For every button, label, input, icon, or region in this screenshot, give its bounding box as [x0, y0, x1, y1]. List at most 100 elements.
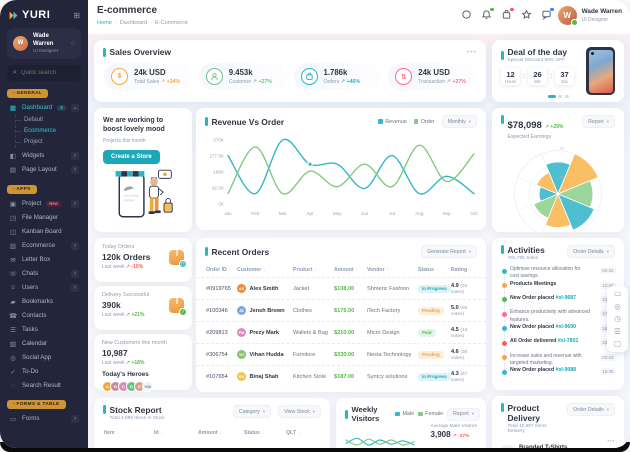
sidebar-item-file-manager[interactable]: ◳ File Manager	[7, 211, 81, 225]
report-select[interactable]: Report ▾	[447, 407, 480, 421]
chevron-right-icon[interactable]: ›	[71, 151, 79, 160]
order-details-select[interactable]: Order Details ▾	[567, 245, 615, 258]
menu-grid-icon[interactable]: ⊞	[73, 10, 80, 20]
carousel-dot[interactable]	[547, 95, 556, 98]
sidebar-item-tasks[interactable]: ☰ Tasks	[7, 323, 81, 337]
sidebar-item-users[interactable]: ☺ Users ›	[7, 281, 81, 295]
sidebar-item-default[interactable]: Default	[16, 115, 81, 126]
activity-item[interactable]: Enhance productivity with advanced featu…	[502, 309, 616, 327]
sidebar-item-forms[interactable]: ▭ Forms ›	[7, 412, 81, 426]
table-row[interactable]: #306754 VH Vihan Hudda Furniture $330.00 …	[196, 343, 486, 365]
chevron-right-icon[interactable]: ›	[71, 414, 79, 423]
sidebar-item-todo[interactable]: ✓ To-Do	[7, 365, 81, 379]
order-link[interactable]: #xl-9687	[555, 294, 577, 301]
col-order-id[interactable]: Order ID ↕	[206, 266, 232, 273]
sidebar-item-ecommerce-dash[interactable]: Ecommerce	[16, 126, 81, 137]
sidebar-item-project[interactable]: ▣ Project New ›	[7, 197, 81, 211]
stat-label: Customer	[228, 78, 252, 85]
sidebar-item-chats[interactable]: ☏ Chats ›	[7, 267, 81, 281]
activity-item[interactable]: Optimize resource allocation for cost sa…	[502, 266, 616, 283]
category-select[interactable]: Category ▾	[232, 405, 272, 418]
carousel-dot[interactable]	[564, 95, 569, 98]
order-link[interactable]: #xl-9690	[555, 323, 577, 330]
activity-item[interactable]: New Order placed #xl-9088 15:35	[502, 367, 616, 381]
col-item[interactable]: Item ↕	[104, 429, 119, 436]
view-stock-select[interactable]: View Stock ▾	[278, 405, 321, 418]
carousel-dot[interactable]	[558, 95, 562, 98]
col-id[interactable]: Id ↕	[154, 429, 163, 436]
sidebar-item-contacts[interactable]: ☎ Contacts	[7, 309, 81, 323]
activity-item[interactable]: Products Meetings 12:34	[502, 281, 616, 299]
sidebar-item-ecommerce[interactable]: ▥ Ecommerce ›	[7, 239, 81, 253]
revenue-vs-order-card: Revenue Vs Order Revenue Order Monthly ▾ …	[196, 108, 486, 230]
sidebar-item-dashboard[interactable]: ▦ Dashboard 3 ⌄	[7, 101, 81, 115]
order-link[interactable]: #xl-9088	[555, 367, 577, 374]
chevron-right-icon[interactable]: ›	[71, 283, 79, 292]
col-customer[interactable]: Customer ↕	[237, 266, 266, 273]
package-icon: ✓	[169, 298, 187, 316]
activity-item[interactable]: New Order placed #xl-9690 18:40	[502, 323, 616, 342]
status-badge: Pending	[418, 306, 444, 315]
weekly-visitors-title: Weekly Visitors	[351, 405, 380, 423]
orders-bag-icon	[305, 72, 313, 80]
sidebar-profile[interactable]: W Wade Warren UI Designer ○	[7, 28, 81, 59]
chevron-right-icon[interactable]: ›	[71, 199, 79, 208]
col-product[interactable]: Product ↕	[293, 266, 317, 273]
header-user-menu[interactable]: W Wade Warren UI Designer	[557, 6, 622, 26]
create-store-button[interactable]: Create a Store	[103, 149, 160, 164]
sidebar-item-page-layout[interactable]: ▤ Page Layout ›	[7, 163, 81, 177]
chat-icon[interactable]	[541, 6, 555, 20]
col-vendor[interactable]: Vendor ↕	[367, 266, 389, 273]
more-menu-icon[interactable]: •••	[607, 439, 615, 445]
sidebar-item-widgets[interactable]: ◧ Widgets ›	[7, 149, 81, 163]
sidebar-item-social-app[interactable]: ◎ Social App	[7, 351, 81, 365]
chevron-right-icon[interactable]: ›	[71, 165, 79, 174]
breadcrumb-home[interactable]: Home	[97, 20, 112, 26]
eye-icon[interactable]: ◎	[614, 301, 621, 311]
stat-delta: ↗ +27%	[252, 78, 272, 85]
quick-search[interactable]: ⌕	[7, 64, 81, 81]
col-rating[interactable]: Rating ↕	[451, 266, 472, 273]
search-input[interactable]	[20, 69, 75, 76]
report-select[interactable]: Report ▾	[582, 115, 615, 128]
col-amount[interactable]: Amount ↕	[198, 429, 222, 436]
order-link[interactable]: #xl-7801	[557, 338, 579, 345]
col-qlt[interactable]: QLT ↕	[286, 429, 301, 436]
sidebar-item-calendar[interactable]: ▧ Calendar	[7, 337, 81, 351]
sidebar-item-bookmarks[interactable]: ▰ Bookmarks	[7, 295, 81, 309]
bell-icon[interactable]	[481, 6, 495, 20]
delivery-item[interactable]: Branded T-Shirts To : Jaission Rata ••• …	[492, 435, 624, 448]
shopping-bag-icon[interactable]	[501, 6, 515, 20]
activity-item[interactable]: New Order placed #xl-9687 13:58	[502, 294, 616, 313]
sidebar-item-project-dash[interactable]: Project	[16, 137, 81, 148]
sliders-icon[interactable]: ☰	[614, 326, 621, 336]
more-heroes-badge[interactable]: +88	[142, 380, 153, 392]
generate-report-select[interactable]: Generate Report ▾	[421, 245, 477, 258]
chevron-right-icon[interactable]: ›	[71, 269, 79, 278]
activity-item[interactable]: Increase sales and revenue with targeted…	[502, 353, 616, 370]
col-amount[interactable]: Amount ↕	[334, 266, 358, 273]
sidebar-item-kanban-board[interactable]: ◫ Kanban Board	[7, 225, 81, 239]
more-menu-icon[interactable]: •••	[466, 48, 477, 56]
box-icon[interactable]: ▢	[613, 339, 622, 348]
table-row[interactable]: #209813 PM Prezy Mark Wallets & Bag $210.…	[196, 321, 486, 343]
monitor-icon[interactable]: ▭	[613, 289, 622, 298]
table-row[interactable]: #107654 BS Binaj Shah Kitchen Stole $187.…	[196, 365, 486, 387]
activity-item[interactable]: All Order delivered #xl-7801 23:05	[502, 338, 616, 357]
moon-icon[interactable]	[461, 9, 472, 20]
order-details-select[interactable]: Order Details ▾	[567, 403, 615, 416]
monthly-select[interactable]: Monthly ▾	[441, 115, 477, 128]
chevron-down-icon[interactable]: ⌄	[71, 103, 79, 112]
profile-action-icon[interactable]: ○	[70, 39, 75, 47]
sidebar-item-letter-box[interactable]: ✉ Letter Box	[7, 253, 81, 267]
sidebar-item-search-result[interactable]: ◌ Search Result	[7, 379, 81, 392]
breadcrumb-section[interactable]: Dashboard	[119, 20, 148, 26]
star-icon[interactable]	[521, 9, 532, 20]
chevron-right-icon[interactable]: ›	[71, 241, 79, 250]
mini-delta: ↗ +21%	[125, 311, 145, 318]
table-row[interactable]: #0919765 AS Alex Smith Jacket $108.00 Shm…	[196, 277, 486, 299]
col-status[interactable]: Status ↕	[244, 429, 265, 436]
clock-icon[interactable]: ◷	[614, 314, 621, 323]
col-status[interactable]: Status ↕	[418, 266, 439, 273]
table-row[interactable]: #100346 JB Jensh Brown Clothes $176.00 iT…	[196, 299, 486, 321]
